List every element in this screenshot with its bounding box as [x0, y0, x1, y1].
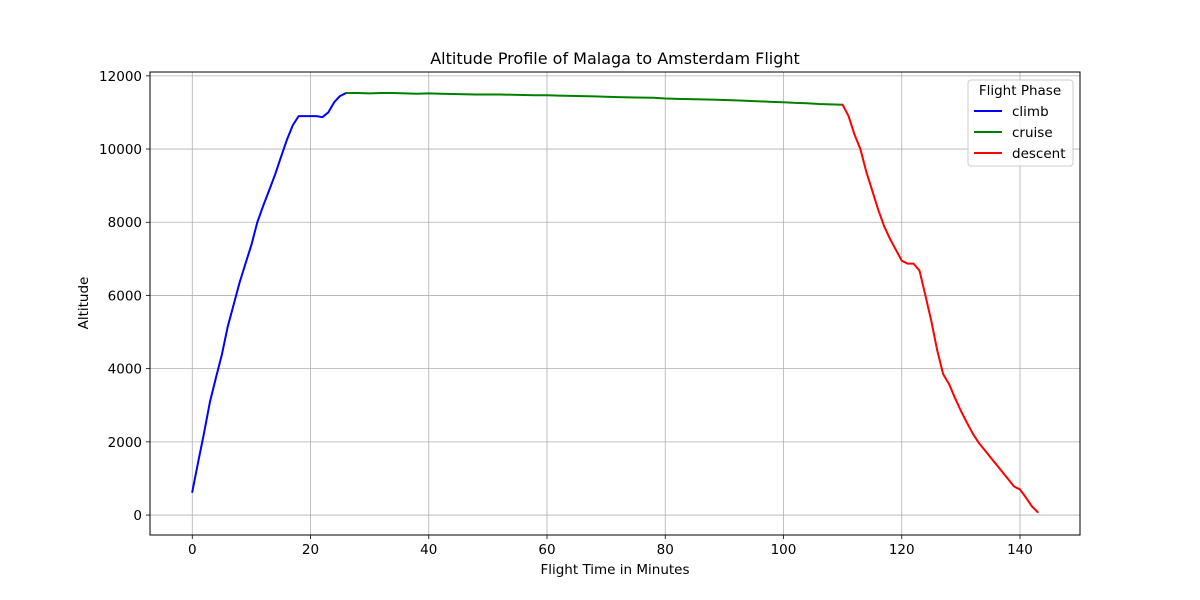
series-lines [191, 92, 1039, 514]
series-line-climb [191, 92, 347, 493]
legend-label-descent: descent [1012, 146, 1066, 162]
y-tick-label: 2000 [108, 435, 142, 451]
chart-title: Altitude Profile of Malaga to Amsterdam … [430, 49, 800, 68]
y-tick-label: 12000 [99, 69, 142, 85]
series-line-descent [841, 103, 1039, 514]
legend-label-climb: climb [1012, 104, 1049, 120]
x-tick-label: 140 [1007, 542, 1033, 558]
x-tick-label: 120 [889, 542, 915, 558]
series-line-cruise [344, 92, 844, 106]
x-tick-label: 60 [538, 542, 555, 558]
y-tick-label: 10000 [99, 142, 142, 158]
y-axis-label: Altitude [76, 277, 92, 330]
y-tick-label: 4000 [108, 362, 142, 378]
x-tick-label: 40 [420, 542, 437, 558]
x-axis-label: Flight Time in Minutes [540, 562, 689, 578]
legend: Flight Phase climb cruise descent [967, 79, 1074, 167]
y-tick-label: 6000 [108, 288, 142, 304]
plot-frame [149, 71, 1081, 536]
y-axis: 0 2000 4000 6000 8000 10000 12000 [99, 69, 150, 524]
x-tick-label: 100 [771, 542, 797, 558]
legend-items: climb cruise descent [974, 104, 1066, 162]
legend-title: Flight Phase [979, 83, 1061, 99]
legend-box [967, 79, 1074, 167]
y-tick-label: 8000 [108, 215, 142, 231]
x-axis: 0 20 40 60 80 100 120 140 [188, 535, 1033, 558]
y-tick-label: 0 [133, 508, 142, 524]
x-tick-label: 80 [657, 542, 674, 558]
legend-label-cruise: cruise [1012, 125, 1053, 141]
x-tick-label: 0 [188, 542, 197, 558]
x-tick-label: 20 [302, 542, 319, 558]
